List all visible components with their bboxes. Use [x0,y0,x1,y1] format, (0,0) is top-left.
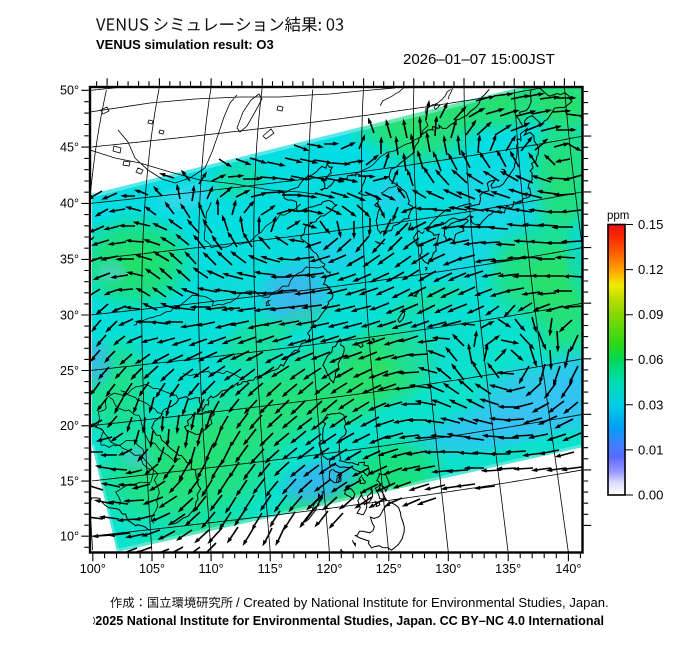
svg-text:0.12: 0.12 [638,262,663,277]
svg-text:30°: 30° [60,308,79,322]
svg-text:100°: 100° [80,562,106,576]
svg-text:2026–01–07 15:00JST: 2026–01–07 15:00JST [403,51,555,68]
svg-text:0.15: 0.15 [638,217,663,232]
svg-text:140°: 140° [555,562,581,576]
svg-text:130°: 130° [435,562,461,576]
svg-text:10°: 10° [60,530,79,544]
svg-text:110°: 110° [199,562,224,576]
svg-text:/ Created by National Institut: / Created by National Institute for Envi… [236,595,609,610]
svg-text:20°: 20° [60,419,79,433]
svg-text:©2025 National Institute for E: ©2025 National Institute for Environment… [86,614,604,628]
svg-text:40°: 40° [60,197,79,211]
svg-text:45°: 45° [60,140,79,154]
svg-text:120°: 120° [316,562,342,576]
svg-text:135°: 135° [495,562,521,576]
svg-text:105°: 105° [139,562,165,576]
svg-text:125°: 125° [376,562,402,576]
svg-text:VENUS simulation result: O3: VENUS simulation result: O3 [96,37,274,52]
svg-text:ppm: ppm [607,210,629,222]
svg-text:0.01: 0.01 [638,442,663,457]
svg-text:0.03: 0.03 [638,397,663,412]
svg-text:0.00: 0.00 [638,488,663,503]
svg-text:0.06: 0.06 [638,352,663,367]
svg-text:0.09: 0.09 [638,307,663,322]
svg-text:15°: 15° [60,474,79,488]
svg-text:35°: 35° [60,253,79,267]
svg-text:50°: 50° [60,84,79,98]
svg-text:25°: 25° [60,364,79,378]
svg-text:115°: 115° [258,562,283,576]
